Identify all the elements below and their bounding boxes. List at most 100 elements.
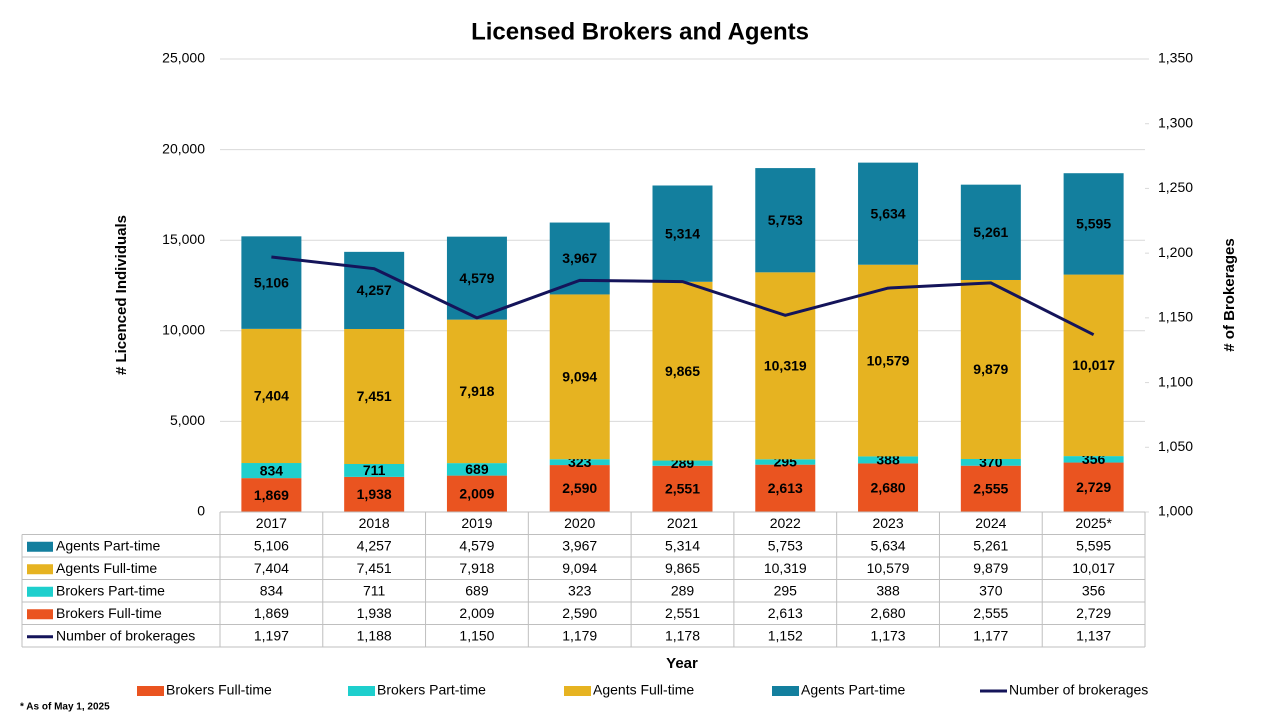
data-label: 5,261 — [973, 224, 1008, 240]
bar-segment — [858, 463, 919, 512]
table-cell: 9,865 — [665, 560, 700, 576]
data-label: 2,555 — [973, 481, 1008, 497]
data-label: 2,613 — [768, 480, 803, 496]
bar-segment — [755, 459, 816, 465]
table-cell: 1,197 — [254, 627, 289, 643]
table-row-label: Agents Part-time — [56, 537, 160, 553]
bar-segment — [446, 463, 507, 476]
bar-segment — [652, 460, 713, 466]
data-label: 7,918 — [459, 383, 494, 399]
table-cell: 1,152 — [768, 627, 803, 643]
data-label: 4,579 — [459, 270, 494, 286]
bar-segment — [549, 465, 610, 512]
legend-label: Brokers Part-time — [377, 682, 486, 698]
bar-segment — [1063, 274, 1124, 457]
legend-label: Agents Full-time — [593, 682, 694, 698]
table-cell: 1,150 — [459, 627, 494, 643]
bar-segment — [858, 264, 919, 457]
data-label: 2,551 — [665, 481, 700, 497]
legend-key — [564, 686, 591, 696]
table-cell: 711 — [363, 582, 386, 598]
table-row-label: Number of brokerages — [56, 627, 195, 643]
data-label: 834 — [260, 462, 284, 478]
data-label: 9,879 — [973, 361, 1008, 377]
bar-segment — [755, 464, 816, 512]
table-cell: 1,869 — [254, 605, 289, 621]
bar-segment — [344, 476, 405, 512]
data-label: 689 — [465, 461, 489, 477]
data-label: 3,967 — [562, 250, 597, 266]
table-cell: 7,404 — [254, 560, 289, 576]
table-cell: 2,613 — [768, 605, 803, 621]
bar-segment — [446, 475, 507, 512]
data-label: 7,451 — [357, 388, 392, 404]
bar-segment — [241, 478, 302, 512]
data-label: 711 — [363, 462, 386, 478]
bar-segment — [446, 236, 507, 320]
data-label: 10,579 — [867, 352, 910, 368]
table-cell: 4,579 — [459, 537, 494, 553]
table-legend-key — [27, 609, 53, 620]
y-tick-label: 5,000 — [170, 412, 205, 428]
legend-label: Number of brokerages — [1009, 682, 1148, 698]
bar-segment — [549, 459, 610, 466]
data-label: 9,865 — [665, 363, 700, 379]
bar-segment — [652, 281, 713, 461]
table-cell: 2,551 — [665, 605, 700, 621]
table-row-label: Brokers Full-time — [56, 605, 162, 621]
legend-label: Brokers Full-time — [166, 682, 272, 698]
x-tick-label: 2019 — [461, 515, 492, 531]
bar-segment — [241, 328, 302, 464]
legend-label: Agents Part-time — [801, 682, 905, 698]
table-cell: 2,680 — [871, 605, 906, 621]
table-cell: 1,178 — [665, 627, 700, 643]
table-cell: 1,938 — [357, 605, 392, 621]
x-tick-label: 2021 — [667, 515, 698, 531]
y2-axis-title: # of Brokerages — [1221, 238, 1238, 351]
table-legend-key — [27, 586, 53, 597]
table-cell: 4,257 — [357, 537, 392, 553]
table-cell: 7,451 — [357, 560, 392, 576]
bar-segment — [1063, 462, 1124, 512]
bar-segment — [755, 168, 816, 273]
table-cell: 2,590 — [562, 605, 597, 621]
data-label: 5,595 — [1076, 216, 1111, 232]
table-cell: 295 — [774, 582, 798, 598]
x-tick-label: 2017 — [256, 515, 287, 531]
y-tick-label: 10,000 — [162, 322, 205, 338]
x-tick-label: 2020 — [564, 515, 595, 531]
data-label: 5,634 — [871, 205, 906, 221]
data-label: 5,314 — [665, 225, 700, 241]
y2-tick-label: 1,000 — [1158, 503, 1193, 519]
x-tick-label: 2024 — [975, 515, 1006, 531]
table-cell: 7,918 — [459, 560, 494, 576]
table-cell: 689 — [465, 582, 489, 598]
data-label: 2,680 — [871, 479, 906, 495]
data-label: 2,590 — [562, 480, 597, 496]
bar-segment — [241, 463, 302, 479]
bar-segment — [858, 162, 919, 265]
data-label: 7,404 — [254, 388, 289, 404]
chart-title: Licensed Brokers and Agents — [471, 18, 809, 45]
table-cell: 388 — [876, 582, 900, 598]
table-cell: 834 — [260, 582, 284, 598]
y-tick-label: 25,000 — [162, 50, 205, 66]
y2-tick-label: 1,250 — [1158, 179, 1193, 195]
table-cell: 323 — [568, 582, 592, 598]
table-row-label: Brokers Part-time — [56, 582, 165, 598]
table-cell: 5,753 — [768, 537, 803, 553]
table-cell: 3,967 — [562, 537, 597, 553]
bar-segment — [446, 319, 507, 464]
y2-tick-label: 1,200 — [1158, 244, 1193, 260]
table-cell: 1,188 — [357, 627, 392, 643]
table-cell: 1,137 — [1076, 627, 1111, 643]
data-label: 9,094 — [562, 369, 597, 385]
bar-segment — [755, 272, 816, 460]
data-label: 10,319 — [764, 358, 807, 374]
bar-segment — [960, 465, 1021, 512]
data-label: 4,257 — [357, 282, 392, 298]
y2-tick-label: 1,050 — [1158, 438, 1193, 454]
bar-segment — [344, 328, 405, 465]
legend-key — [348, 686, 375, 696]
